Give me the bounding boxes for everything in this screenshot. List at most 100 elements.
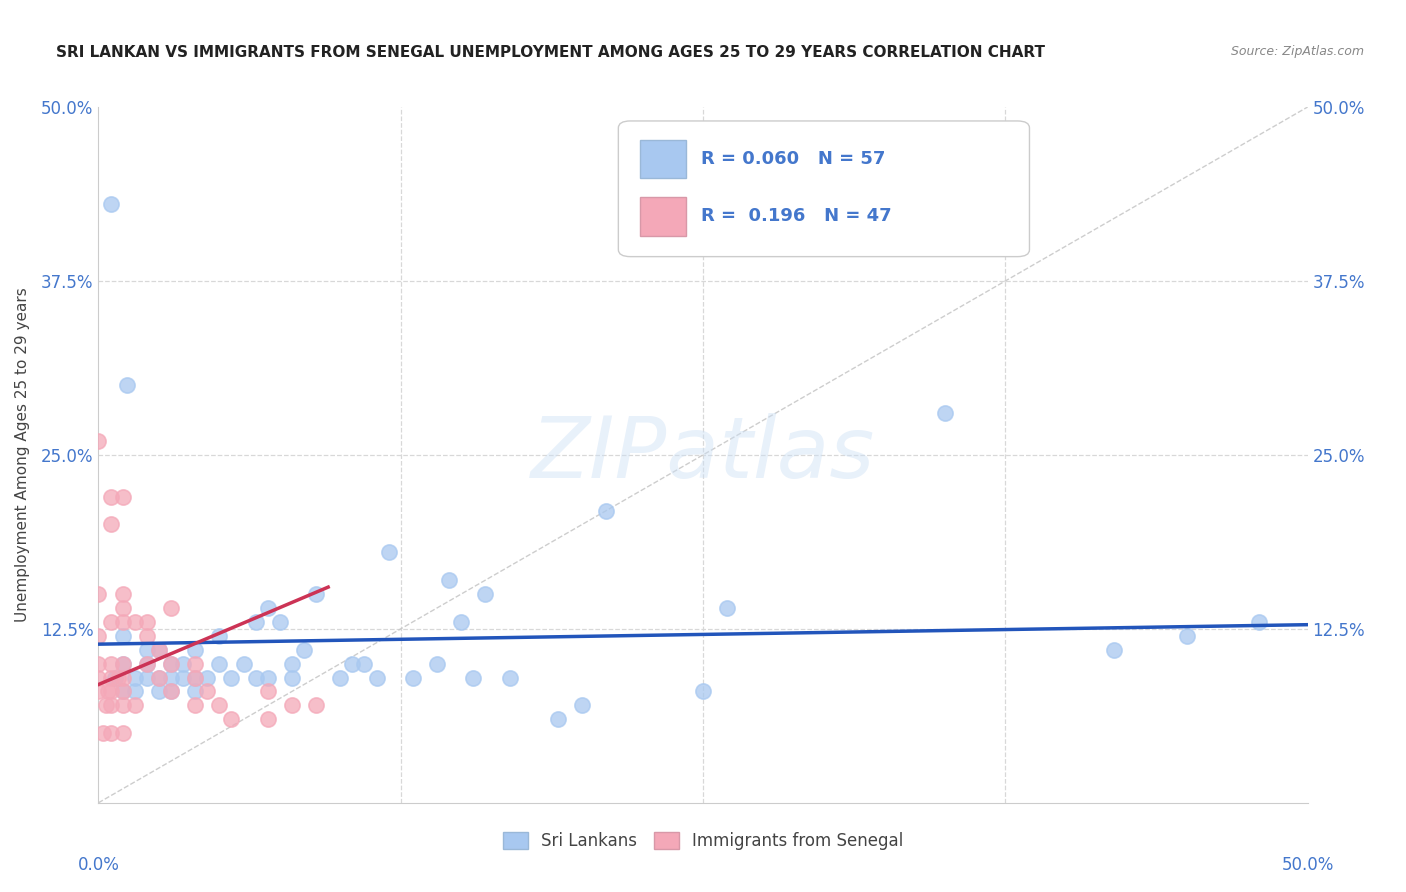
- Point: [716, 601, 738, 615]
- Point: [100, 671, 122, 685]
- Point: [172, 671, 194, 685]
- Point: [87, 657, 110, 671]
- Point: [100, 517, 122, 532]
- Point: [184, 671, 207, 685]
- Point: [111, 629, 134, 643]
- Point: [135, 671, 157, 685]
- Point: [160, 684, 183, 698]
- Text: R = 0.060   N = 57: R = 0.060 N = 57: [700, 150, 884, 168]
- Text: Source: ZipAtlas.com: Source: ZipAtlas.com: [1230, 45, 1364, 58]
- Point: [100, 615, 122, 629]
- FancyBboxPatch shape: [640, 140, 686, 178]
- Point: [111, 684, 134, 698]
- Text: R =  0.196   N = 47: R = 0.196 N = 47: [700, 207, 891, 226]
- Point: [292, 642, 315, 657]
- Point: [1102, 642, 1125, 657]
- Point: [148, 684, 170, 698]
- Point: [256, 671, 278, 685]
- Point: [184, 642, 207, 657]
- Point: [595, 503, 617, 517]
- Point: [184, 671, 207, 685]
- Point: [305, 698, 328, 713]
- Point: [91, 726, 114, 740]
- Point: [87, 671, 110, 685]
- Text: SRI LANKAN VS IMMIGRANTS FROM SENEGAL UNEMPLOYMENT AMONG AGES 25 TO 29 YEARS COR: SRI LANKAN VS IMMIGRANTS FROM SENEGAL UN…: [56, 45, 1045, 60]
- Point: [100, 698, 122, 713]
- Point: [97, 684, 120, 698]
- Point: [107, 671, 129, 685]
- Point: [498, 671, 520, 685]
- Point: [100, 197, 122, 211]
- Point: [281, 671, 304, 685]
- Point: [450, 615, 472, 629]
- Point: [208, 629, 231, 643]
- Point: [100, 684, 122, 698]
- Point: [571, 698, 593, 713]
- Point: [148, 671, 170, 685]
- Point: [160, 671, 183, 685]
- Point: [281, 698, 304, 713]
- Point: [111, 671, 134, 685]
- Point: [329, 671, 352, 685]
- Point: [281, 657, 304, 671]
- Point: [135, 629, 157, 643]
- Point: [256, 601, 278, 615]
- Point: [100, 490, 122, 504]
- Point: [100, 657, 122, 671]
- Point: [87, 629, 110, 643]
- Point: [195, 671, 218, 685]
- Point: [124, 684, 146, 698]
- Point: [474, 587, 496, 601]
- Point: [87, 684, 110, 698]
- Point: [124, 615, 146, 629]
- Point: [117, 378, 139, 392]
- Point: [342, 657, 364, 671]
- Point: [208, 657, 231, 671]
- Point: [104, 671, 127, 685]
- Point: [111, 615, 134, 629]
- Point: [692, 684, 714, 698]
- Point: [148, 642, 170, 657]
- Point: [1249, 615, 1271, 629]
- Point: [547, 712, 569, 726]
- Point: [245, 615, 267, 629]
- Point: [160, 684, 183, 698]
- Point: [135, 642, 157, 657]
- Point: [437, 573, 460, 587]
- Point: [111, 490, 134, 504]
- Point: [377, 545, 399, 559]
- Point: [184, 684, 207, 698]
- Point: [426, 657, 449, 671]
- Point: [111, 684, 134, 698]
- Point: [269, 615, 291, 629]
- Point: [148, 642, 170, 657]
- Point: [402, 671, 425, 685]
- Point: [256, 684, 278, 698]
- Point: [184, 698, 207, 713]
- Point: [934, 406, 956, 420]
- Point: [94, 698, 117, 713]
- Point: [111, 657, 134, 671]
- Point: [463, 671, 485, 685]
- Point: [124, 698, 146, 713]
- Text: 0.0%: 0.0%: [77, 855, 120, 873]
- Text: ZIPatlas: ZIPatlas: [531, 413, 875, 497]
- Point: [208, 698, 231, 713]
- Point: [256, 712, 278, 726]
- Point: [100, 726, 122, 740]
- FancyBboxPatch shape: [640, 197, 686, 235]
- Point: [160, 601, 183, 615]
- Point: [160, 657, 183, 671]
- Point: [184, 657, 207, 671]
- Point: [148, 671, 170, 685]
- Y-axis label: Unemployment Among Ages 25 to 29 years: Unemployment Among Ages 25 to 29 years: [15, 287, 30, 623]
- Text: 50.0%: 50.0%: [1281, 855, 1334, 873]
- Point: [111, 587, 134, 601]
- Point: [135, 615, 157, 629]
- Point: [232, 657, 254, 671]
- Point: [135, 657, 157, 671]
- Point: [221, 671, 243, 685]
- Point: [111, 657, 134, 671]
- Point: [87, 434, 110, 448]
- Point: [353, 657, 375, 671]
